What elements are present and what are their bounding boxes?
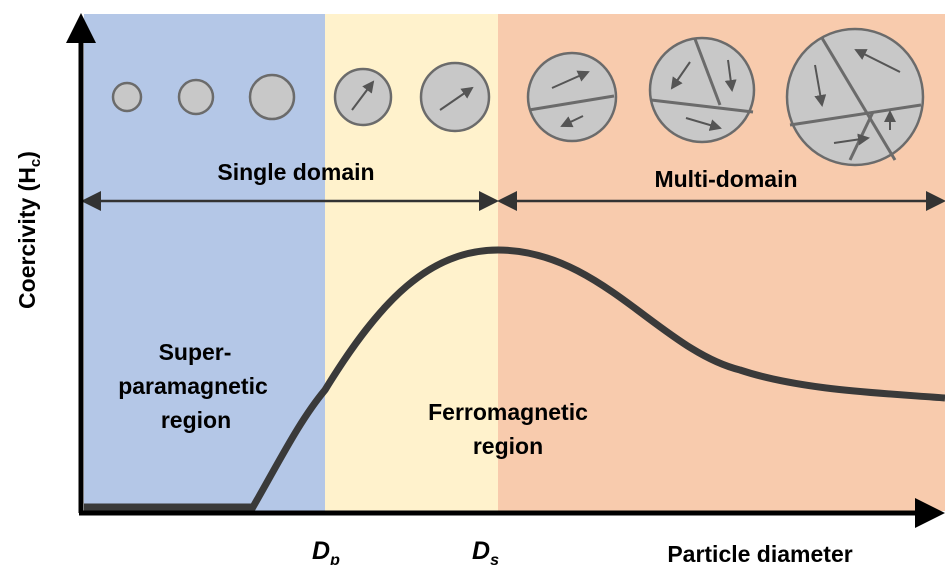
domain-label: Single domain xyxy=(217,159,374,185)
marker-main: D xyxy=(312,537,330,565)
marker-sub: s xyxy=(490,552,499,565)
x-axis-label: Particle diameter xyxy=(667,541,852,565)
region-label: region xyxy=(473,433,543,459)
marker-sub: p xyxy=(329,552,340,565)
dp-label: Dp xyxy=(312,537,340,565)
y-label-suffix: ) xyxy=(14,151,40,159)
y-label-sub: c xyxy=(27,159,44,167)
region-label: region xyxy=(161,407,231,433)
region-label: paramagnetic xyxy=(118,373,268,399)
diagram: Single domain Multi-domain Super- parama… xyxy=(0,0,945,565)
y-axis-label: Coercivity (Hc) xyxy=(14,151,44,309)
region-label: Ferromagnetic xyxy=(428,399,588,425)
y-label-main: Coercivity (H xyxy=(14,167,40,309)
domain-label: Multi-domain xyxy=(654,166,797,192)
marker-main: D xyxy=(472,537,490,565)
region-label: Super- xyxy=(159,339,232,365)
ds-label: Ds xyxy=(472,537,499,565)
